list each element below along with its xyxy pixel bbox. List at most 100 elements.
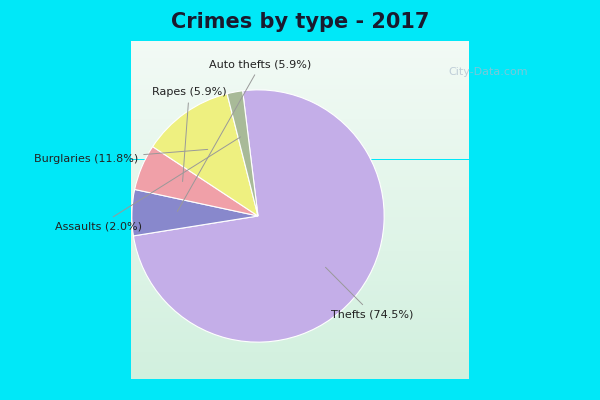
Bar <box>131 190 469 193</box>
Bar <box>131 244 469 247</box>
Bar <box>131 352 469 356</box>
Bar <box>131 318 469 322</box>
Bar <box>131 224 469 227</box>
Text: Thefts (74.5%): Thefts (74.5%) <box>325 267 413 319</box>
Wedge shape <box>132 190 258 236</box>
Bar <box>131 315 469 318</box>
Wedge shape <box>134 147 258 216</box>
Bar <box>131 227 469 230</box>
Bar <box>131 139 469 143</box>
Bar <box>131 284 469 288</box>
Bar <box>131 325 469 328</box>
Bar <box>131 295 469 298</box>
Bar <box>131 274 469 278</box>
Bar <box>131 176 469 180</box>
Bar <box>131 163 469 166</box>
Bar <box>131 170 469 173</box>
Bar <box>131 254 469 258</box>
Bar <box>131 335 469 339</box>
Bar <box>131 328 469 332</box>
Bar <box>131 136 469 139</box>
Bar <box>131 129 469 132</box>
Bar <box>131 44 469 48</box>
Bar <box>131 349 469 352</box>
Bar <box>131 99 469 102</box>
Bar <box>131 220 469 224</box>
Bar <box>131 356 469 359</box>
Bar <box>131 68 469 72</box>
Bar <box>131 291 469 295</box>
Bar <box>131 58 469 62</box>
Bar <box>131 345 469 349</box>
Bar <box>131 372 469 376</box>
Bar <box>131 51 469 55</box>
Bar <box>131 217 469 220</box>
Bar <box>131 251 469 254</box>
Text: Crimes by type - 2017: Crimes by type - 2017 <box>171 12 429 32</box>
Bar <box>131 193 469 197</box>
Bar <box>131 146 469 149</box>
Bar <box>131 166 469 170</box>
Bar <box>131 214 469 217</box>
Bar <box>131 180 469 183</box>
Bar <box>131 122 469 126</box>
Bar <box>131 197 469 200</box>
Bar <box>131 342 469 345</box>
Bar <box>131 298 469 302</box>
Bar <box>131 109 469 112</box>
Bar <box>131 339 469 342</box>
Bar <box>131 95 469 99</box>
Bar <box>131 65 469 68</box>
Bar <box>131 376 469 379</box>
Text: Rapes (5.9%): Rapes (5.9%) <box>152 87 226 182</box>
Bar <box>131 332 469 335</box>
Bar <box>131 258 469 261</box>
Bar <box>131 359 469 362</box>
Bar <box>131 173 469 176</box>
Bar <box>131 41 469 44</box>
Bar <box>131 112 469 116</box>
Bar <box>131 322 469 325</box>
Bar <box>131 302 469 305</box>
Bar <box>131 82 469 85</box>
Bar <box>131 116 469 119</box>
Bar <box>131 126 469 129</box>
Bar <box>131 48 469 51</box>
Bar <box>131 78 469 82</box>
Bar <box>131 207 469 210</box>
Bar <box>131 106 469 109</box>
Text: City-Data.com: City-Data.com <box>448 67 528 77</box>
Bar <box>131 204 469 207</box>
Bar <box>131 247 469 251</box>
Bar <box>131 186 469 190</box>
Text: Auto thefts (5.9%): Auto thefts (5.9%) <box>178 60 311 211</box>
Bar <box>131 143 469 146</box>
Bar <box>131 261 469 264</box>
Bar <box>131 149 469 153</box>
Wedge shape <box>133 90 384 342</box>
Bar <box>131 288 469 291</box>
Bar <box>131 234 469 237</box>
Bar <box>131 278 469 281</box>
Bar <box>131 160 469 163</box>
Bar <box>131 237 469 241</box>
Bar <box>131 305 469 308</box>
Bar <box>131 102 469 106</box>
Bar <box>131 281 469 284</box>
Bar <box>131 72 469 75</box>
Bar <box>131 55 469 58</box>
Bar <box>131 308 469 312</box>
Bar <box>131 85 469 88</box>
Bar <box>131 366 469 369</box>
Bar <box>131 210 469 214</box>
Bar <box>131 75 469 78</box>
Bar <box>131 312 469 315</box>
Bar <box>131 264 469 268</box>
Bar <box>131 271 469 274</box>
Bar <box>131 119 469 122</box>
Wedge shape <box>227 91 258 216</box>
Bar <box>131 241 469 244</box>
Bar <box>131 92 469 95</box>
Text: Burglaries (11.8%): Burglaries (11.8%) <box>34 149 208 164</box>
Bar <box>131 268 469 271</box>
